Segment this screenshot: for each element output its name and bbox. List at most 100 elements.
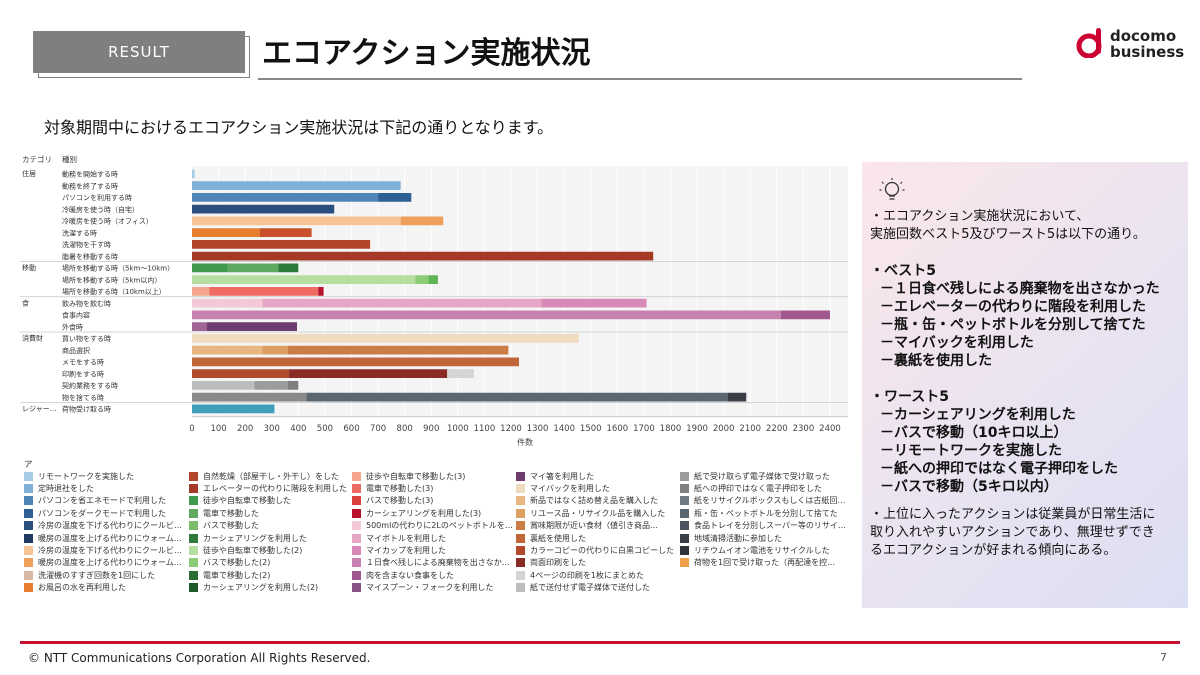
page-title: エコアクション実施状況	[262, 36, 591, 71]
row-label: 洗濯する時	[62, 228, 97, 237]
legend-item: 荷物を1回で受け取った（再配達を控…	[680, 557, 845, 569]
bar-segment	[780, 310, 830, 320]
bar-segment	[192, 204, 335, 214]
legend-swatch	[352, 483, 361, 493]
row-label: 飲み物を飲む時	[62, 299, 111, 308]
x-tick-label: 2300	[793, 424, 815, 434]
lightbulb-icon	[879, 178, 905, 200]
legend-label: 賞味期限が近い食材（値引き商品…	[530, 521, 658, 531]
x-tick-label: 800	[397, 424, 413, 434]
legend-swatch	[680, 483, 689, 493]
legend-item: 冷房の温度を下げる代わりにクールビ…	[24, 520, 184, 532]
legend-swatch	[680, 496, 689, 506]
legend-label: １日食べ残しによる廃棄物を出さなか…	[366, 558, 510, 568]
result-badge: RESULT	[33, 31, 245, 73]
row-label: メモをする時	[62, 359, 104, 367]
bar-segment	[192, 357, 519, 367]
legend-swatch	[189, 570, 198, 580]
row-label: 脂暑を移動する時	[62, 252, 118, 261]
bar-segment	[306, 392, 728, 402]
legend-swatch	[24, 558, 33, 568]
worst-item: －リモートワークを実施した	[880, 443, 1062, 459]
legend-swatch	[352, 471, 361, 481]
legend-label: 暖房の温度を上げる代わりにウォーム…	[38, 533, 182, 543]
row-label: 食事内容	[62, 311, 90, 320]
legend-swatch	[680, 545, 689, 555]
bar-segment	[192, 298, 263, 308]
x-tick-label: 400	[290, 424, 306, 434]
legend-item: バスで移動した	[189, 520, 349, 532]
bar-segment	[254, 381, 288, 390]
legend-swatch	[516, 521, 525, 531]
legend-item: 両面印刷をした	[516, 557, 676, 569]
legend-item: リチウムイオン電池をリサイクルした	[680, 544, 845, 556]
bar-segment	[192, 310, 781, 320]
legend-item: 徒歩や自転車で移動した	[189, 495, 349, 507]
legend-label: マイボトルを利用した	[366, 533, 446, 543]
docomo-business-logo: docomo business	[1076, 22, 1184, 64]
x-tick-label: 2200	[766, 424, 788, 434]
bar-segment	[259, 228, 312, 237]
row-label: 商品選択	[62, 346, 90, 355]
bar-segment	[192, 240, 371, 249]
legend-swatch	[189, 521, 198, 531]
bar-segment	[192, 287, 210, 296]
legend-item: マイ箸を利用した	[516, 470, 676, 482]
legend-item: 紙をリサイクルボックスもしくは古紙回…	[680, 495, 845, 507]
x-tick-label: 300	[264, 424, 280, 434]
logo-line1: docomo	[1110, 27, 1177, 45]
intro-text: 対象期間中におけるエコアクション実施状況は下記の通りとなります。	[44, 118, 554, 137]
legend-swatch	[24, 533, 33, 543]
bar-segment	[262, 345, 288, 355]
row-label: 外食時	[62, 322, 83, 331]
legend-swatch	[516, 471, 525, 481]
x-tick-label: 1500	[580, 424, 602, 434]
legend-item: 暖房の温度を上げる代わりにウォーム…	[24, 557, 184, 569]
legend-swatch	[516, 483, 525, 493]
bar-segment	[192, 169, 195, 179]
legend-swatch	[680, 508, 689, 518]
best-item: －裏紙を使用した	[880, 353, 992, 369]
footer-rule	[20, 641, 1180, 644]
logo-line2: business	[1110, 43, 1185, 61]
legend-label: 徒歩や自転車で移動した(3)	[366, 471, 466, 481]
legend-label: 電車で移動した(3)	[366, 483, 434, 493]
legend-label: カーシェアリングを利用した(2)	[203, 583, 319, 593]
bar-segment	[192, 369, 290, 378]
best-item: －マイバックを利用した	[880, 335, 1034, 351]
bar-segment	[287, 345, 509, 355]
legend-swatch	[516, 558, 525, 568]
legend-swatch	[189, 583, 198, 593]
legend-swatch	[680, 533, 689, 543]
legend-item: 紙で送付せず電子媒体で送付した	[516, 582, 676, 594]
bar-segment	[378, 193, 412, 202]
legend-item: 4ページの印刷を1枚にまとめた	[516, 569, 676, 581]
row-label: 動務を開始する時	[62, 170, 118, 179]
bar-segment	[192, 228, 260, 237]
legend-label: 徒歩や自転車で移動した	[203, 496, 291, 506]
legend-item: 洗濯機のすすぎ回数を1回にした	[24, 569, 184, 581]
bar-segment	[318, 287, 324, 296]
x-tick-label: 100	[210, 424, 226, 434]
panel-intro-line: 実施回数ベスト5及びワースト5は以下の通り。	[870, 227, 1146, 242]
x-tick-label: 500	[317, 424, 333, 434]
legend-swatch	[24, 583, 33, 593]
legend-swatch	[352, 533, 361, 543]
legend-swatch	[516, 533, 525, 543]
worst-heading: ・ワースト5	[870, 389, 950, 405]
row-label: 冷暖房を使う時（自宅）	[62, 205, 139, 214]
legend-label: 食品トレイを分別しスーパー等のリサイ…	[694, 521, 845, 531]
row-label: 買い物をする時	[62, 334, 111, 343]
bar-segment	[192, 193, 379, 202]
legend-item: 定時退社をした	[24, 482, 184, 494]
row-label: 荷物受け取る時	[62, 405, 111, 414]
legend-item: 地域清掃活動に参加した	[680, 532, 845, 544]
legend-item: 裏紙を使用した	[516, 532, 676, 544]
copyright: © NTT Communications Corporation All Rig…	[28, 651, 371, 665]
legend-item: 電車で移動した(3)	[352, 482, 512, 494]
legend-item: 賞味期限が近い食材（値引き商品…	[516, 520, 676, 532]
legend-label: 電車で移動した	[203, 508, 259, 518]
legend-label: カーシェアリングを利用した(3)	[366, 508, 482, 518]
bar-segment	[192, 404, 275, 414]
legend-label: マイカップを利用した	[366, 545, 446, 555]
